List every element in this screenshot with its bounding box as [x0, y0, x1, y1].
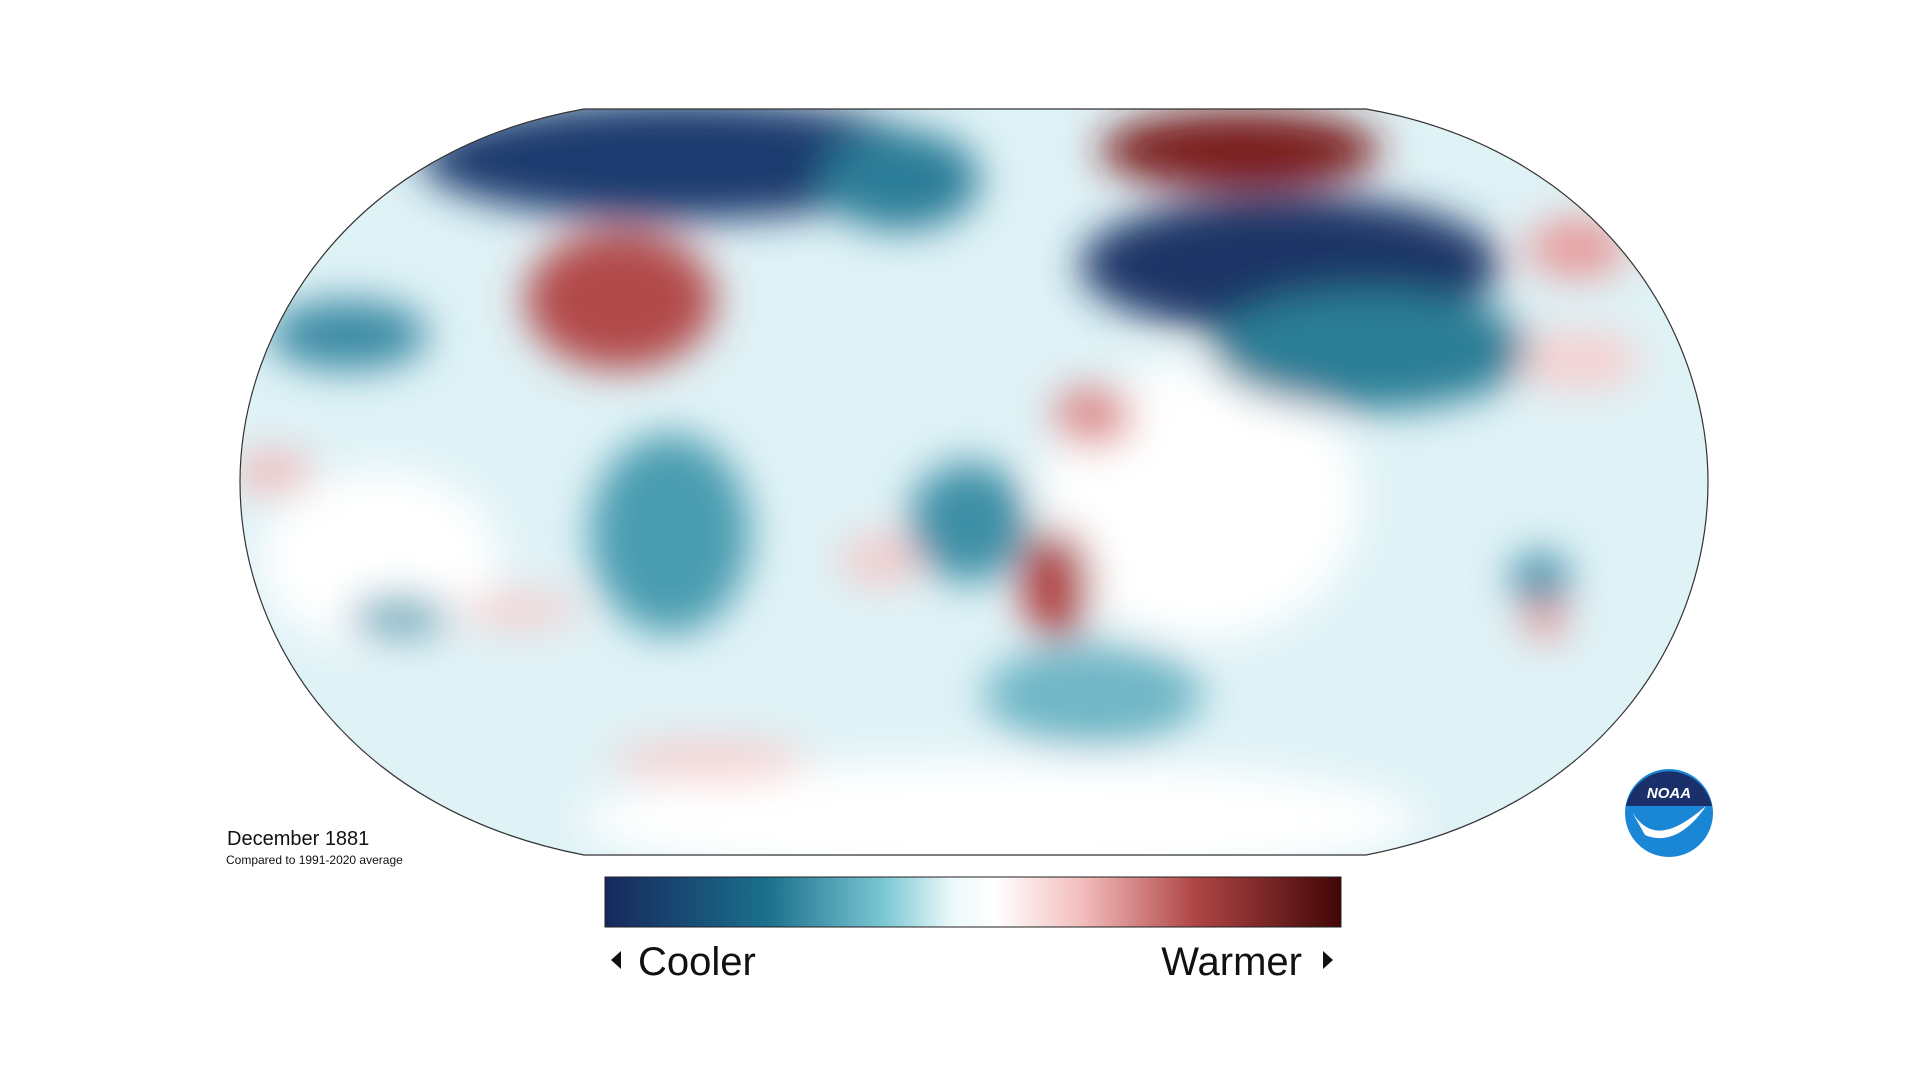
anomaly-fields [240, 109, 1640, 855]
map-title: December 1881 [227, 828, 369, 850]
noaa-logo: NOAA [1625, 769, 1713, 857]
map-subtitle: Compared to 1991-2020 average [226, 853, 403, 867]
color-scale [604, 876, 1342, 928]
anomaly-map [240, 109, 1708, 855]
logo-text: NOAA [1647, 785, 1691, 802]
warmer-arrow [1323, 951, 1333, 969]
cooler-label: Cooler [638, 940, 756, 984]
cooler-arrow [611, 951, 621, 969]
map-outline [239, 108, 1709, 856]
warmer-label: Warmer [1161, 940, 1302, 984]
